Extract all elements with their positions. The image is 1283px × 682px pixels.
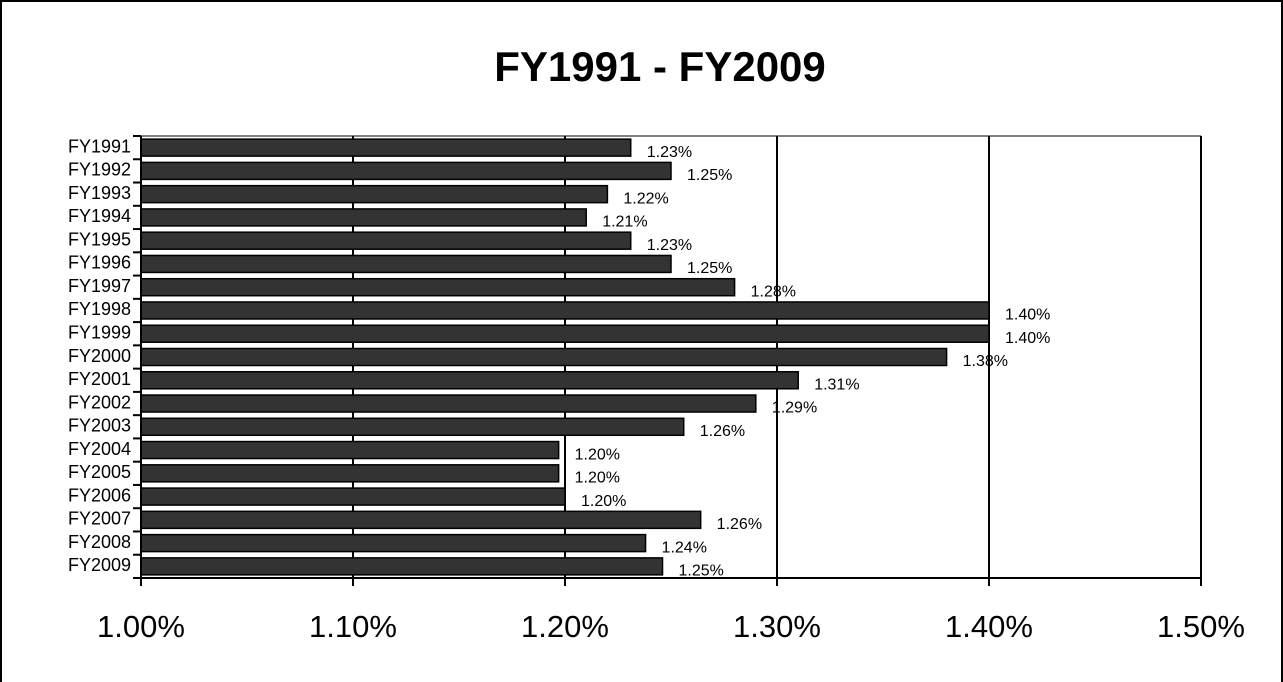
value-label: 1.23% <box>647 237 692 254</box>
bar <box>140 301 990 320</box>
bar <box>140 394 757 413</box>
value-label: 1.20% <box>575 446 620 463</box>
y-tick-label: FY2008 <box>68 532 131 552</box>
bar <box>140 208 587 227</box>
y-tick-label: FY1996 <box>68 253 131 273</box>
value-label: 1.22% <box>623 190 668 207</box>
value-label: 1.20% <box>581 493 626 510</box>
bar <box>140 440 560 460</box>
bar <box>140 510 702 530</box>
bar <box>140 254 672 274</box>
bar <box>140 487 566 506</box>
x-tick-label: 1.50% <box>1157 609 1245 644</box>
chart-title: FY1991 - FY2009 <box>494 43 826 90</box>
value-label: 1.28% <box>751 283 796 300</box>
value-label: 1.31% <box>814 376 859 393</box>
value-label: 1.38% <box>963 353 1008 370</box>
value-label: 1.25% <box>687 167 732 184</box>
y-tick-label: FY2000 <box>68 346 131 366</box>
bar <box>140 277 736 297</box>
bar <box>140 324 990 343</box>
y-tick-label: FY1992 <box>68 160 131 180</box>
bar <box>140 417 685 437</box>
value-label: 1.29% <box>772 400 817 417</box>
y-tick-label: FY2009 <box>68 555 131 575</box>
y-tick-label: FY2001 <box>68 369 131 389</box>
value-label: 1.25% <box>679 563 724 580</box>
x-tick-label: 1.40% <box>945 609 1033 644</box>
value-label: 1.26% <box>700 423 745 440</box>
y-tick-label: FY1997 <box>68 276 131 296</box>
x-tick-label: 1.30% <box>733 609 821 644</box>
x-tick-label: 1.00% <box>97 609 185 644</box>
bar <box>140 347 948 367</box>
bar <box>140 533 647 553</box>
value-label: 1.20% <box>575 470 620 487</box>
value-label: 1.40% <box>1005 330 1050 347</box>
bar <box>140 184 609 204</box>
y-tick-label: FY1994 <box>68 206 131 226</box>
bar <box>140 231 632 250</box>
value-label: 1.40% <box>1005 307 1050 324</box>
bar <box>140 161 672 181</box>
y-tick-label: FY2003 <box>68 416 131 436</box>
bar <box>140 464 560 483</box>
y-tick-label: FY1995 <box>68 229 131 249</box>
value-label: 1.21% <box>602 214 647 231</box>
y-tick-label: FY2006 <box>68 485 131 505</box>
value-label: 1.25% <box>687 260 732 277</box>
y-tick-label: FY2004 <box>68 439 131 459</box>
y-tick-label: FY1993 <box>68 183 131 203</box>
bar <box>140 138 632 157</box>
bar <box>140 371 799 390</box>
value-label: 1.23% <box>647 144 692 161</box>
bar <box>140 557 664 576</box>
y-tick-label: FY1999 <box>68 322 131 342</box>
y-tick-label: FY1991 <box>68 136 131 156</box>
y-tick-label: FY1998 <box>68 299 131 319</box>
value-label: 1.24% <box>662 539 707 556</box>
y-tick-label: FY2007 <box>68 509 131 529</box>
y-tick-label: FY2005 <box>68 462 131 482</box>
x-tick-label: 1.10% <box>309 609 397 644</box>
y-tick-label: FY2002 <box>68 392 131 412</box>
value-label: 1.26% <box>717 516 762 533</box>
x-tick-label: 1.20% <box>521 609 609 644</box>
